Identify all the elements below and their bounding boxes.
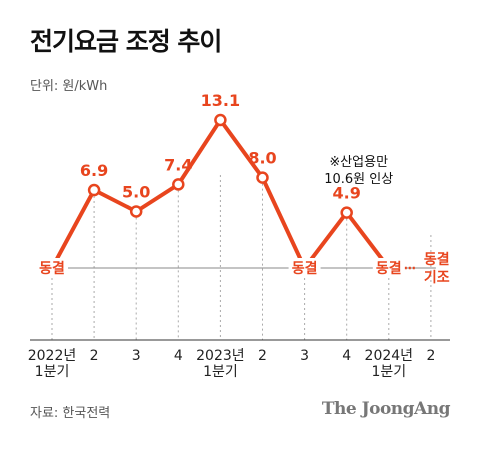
x-tick-label: 3: [132, 348, 141, 364]
x-tick-label: 2022년: [28, 348, 77, 364]
frozen-label-bg: [372, 258, 405, 277]
x-tick-label: 4: [342, 348, 351, 364]
unit-label: 단위: 원/kWh: [30, 79, 108, 94]
x-tick-label: 2023년: [196, 348, 245, 364]
data-label: 5.0: [122, 183, 150, 202]
x-tick-label: 2024년: [365, 348, 414, 364]
x-tick-label: 2: [90, 348, 99, 364]
data-label: 8.0: [248, 149, 276, 168]
frozen-label-bg: [288, 258, 321, 277]
x-tick-label: 1분기: [371, 364, 406, 380]
data-point: [340, 206, 353, 219]
data-point: [129, 205, 143, 218]
x-tick-label: 2: [426, 348, 435, 364]
data-label: 6.9: [80, 161, 108, 180]
label-layer: 동결 6.9 5.0 7.4 13.1 8.0 동결 4.9 동결: [36, 91, 405, 277]
x-tick-label: 2: [258, 348, 267, 364]
frozen-label: 동결: [39, 260, 65, 277]
annotation-line-1: ※산업용만: [329, 155, 388, 170]
frozen-label: 동결: [292, 260, 318, 277]
data-label: 4.9: [333, 184, 361, 203]
frozen-label: 동결: [376, 260, 402, 277]
data-point: [256, 171, 269, 184]
marker-layer: [87, 113, 353, 219]
frozen-trend-label-2: 기조: [424, 270, 450, 286]
x-tick-label: 4: [174, 348, 183, 364]
x-tick-label: 1분기: [35, 364, 70, 380]
source-label: 자료: 한국전력: [30, 406, 111, 421]
x-tick-label: 1분기: [203, 364, 238, 380]
chart-title: 전기요금 조정 추이: [30, 27, 222, 56]
frozen-trend-label-1: 동결: [424, 251, 450, 268]
data-label: 13.1: [201, 91, 240, 110]
data-point: [214, 113, 227, 127]
brand-logo: The JoongAng: [321, 399, 451, 419]
frozen-label-bg: [36, 258, 68, 277]
data-point: [87, 183, 101, 197]
x-tick-label: 3: [300, 348, 309, 364]
data-label: 7.4: [164, 155, 192, 174]
data-point: [172, 178, 185, 191]
annotation-line-2: 10.6원 인상: [324, 172, 393, 187]
